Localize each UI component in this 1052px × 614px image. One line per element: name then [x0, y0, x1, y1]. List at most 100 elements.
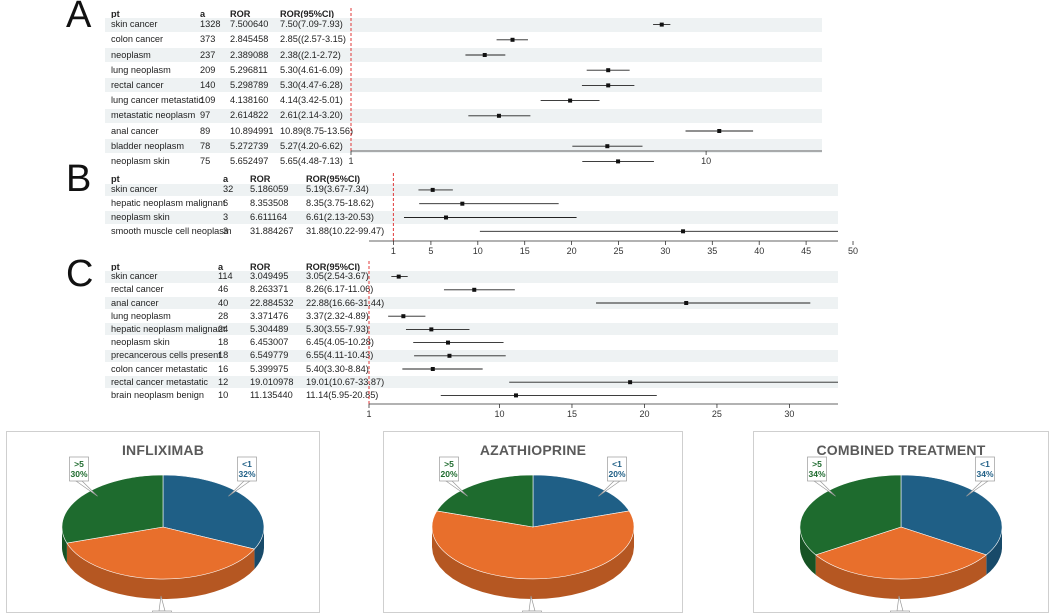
- pie-title-azathioprine: AZATHIOPRINE: [479, 442, 587, 458]
- pie-slice-1: [431, 510, 635, 580]
- slice-value-label: 30%: [70, 469, 87, 479]
- table-cell-pt: rectal cancer metastatic: [111, 376, 209, 387]
- ror-point: [447, 353, 452, 358]
- x-tick-label: 45: [801, 246, 811, 256]
- ror-point: [496, 113, 501, 118]
- table-cell-pt: skin cancer: [111, 271, 158, 282]
- x-tick-label: 10: [494, 409, 504, 419]
- pie-side-2: [800, 527, 816, 575]
- x-tick-label: 30: [784, 409, 794, 419]
- table-cell-pt: colon cancer: [111, 34, 164, 45]
- table-cell-ror: 6.549779: [250, 350, 289, 361]
- row-stripe: [105, 139, 822, 154]
- ror-point: [684, 301, 689, 305]
- ror-point: [401, 314, 406, 319]
- callout-box: [439, 456, 459, 482]
- table-cell-a: 89: [200, 125, 211, 136]
- row-stripe: [105, 78, 822, 93]
- x-tick-label: 1: [391, 246, 396, 256]
- slice-label: >5: [444, 459, 454, 469]
- table-cell-pt: brain neoplasm benign: [111, 389, 204, 400]
- table-cell-a: 18: [218, 337, 229, 348]
- header-pt: pt: [111, 9, 120, 19]
- ror-point: [514, 393, 519, 398]
- pie-side-1: [66, 543, 255, 599]
- table-cell-pt: hepatic neoplasm malignant: [111, 198, 226, 209]
- pie-side-0: [254, 527, 264, 570]
- table-cell-pt: anal cancer: [111, 297, 159, 308]
- pie-slice-0: [532, 474, 630, 528]
- table-cell-ci: 6.61(2.13-20.53): [306, 212, 374, 222]
- table-cell-pt: neoplasm skin: [111, 337, 170, 348]
- table-cell-pt: skin cancer: [111, 19, 158, 30]
- table-cell-pt: neoplasm skin: [111, 155, 170, 166]
- slice-value-label: 20%: [440, 469, 457, 479]
- table-cell-a: 237: [200, 49, 216, 60]
- panel-letter-b: B: [66, 158, 92, 200]
- table-cell-ci: 2.85((2.57-3.15): [280, 34, 346, 45]
- table-cell-ror: 19.010978: [250, 376, 294, 387]
- row-stripe: [105, 17, 822, 32]
- table-cell-ror: 3.049495: [250, 271, 289, 282]
- table-cell-ci: 6.45(4.05-10.28): [306, 337, 374, 348]
- table-cell-ror: 5.272739: [230, 140, 269, 151]
- x-tick-label: 5: [428, 246, 433, 256]
- header-a: a: [218, 262, 224, 272]
- table-cell-a: 40: [218, 297, 229, 308]
- table-cell-a: 10: [218, 389, 229, 400]
- pie-slice-1: [66, 526, 255, 580]
- table-cell-a: 97: [200, 110, 211, 121]
- table-cell-ci: 5.30(4.47-6.28): [280, 79, 343, 90]
- header-pt: pt: [111, 174, 120, 184]
- header-ci: ROR(95%CI): [306, 262, 361, 272]
- table-cell-ror: 5.296811: [230, 64, 268, 75]
- table-cell-a: 373: [200, 34, 216, 45]
- table-cell-a: 3: [223, 225, 229, 236]
- pie-chart-infliximab: <132%1~538%>530%: [61, 456, 265, 612]
- table-cell-pt: smooth muscle cell neoplasm: [111, 225, 232, 236]
- table-cell-pt: hepatic neoplasm malignant: [111, 323, 226, 334]
- table-cell-a: 109: [200, 95, 216, 106]
- table-cell-ci: 19.01(10.67-33.87): [306, 376, 385, 387]
- ror-point: [429, 327, 434, 332]
- x-tick-label: 35: [707, 246, 717, 256]
- slice-value-label: 32%: [238, 469, 255, 479]
- table-cell-pt: precancerous cells present: [111, 350, 221, 361]
- callout-box: [975, 456, 995, 482]
- x-tick-label: 1: [366, 409, 371, 419]
- pie-slice-0: [162, 474, 265, 550]
- row-stripe: [105, 108, 822, 123]
- ror-point: [659, 22, 664, 27]
- table-cell-pt: metastatic neoplasm: [111, 110, 196, 121]
- callout-box: [69, 456, 89, 482]
- pie-slice-2: [799, 474, 902, 556]
- header-ror: ROR: [250, 174, 271, 184]
- callout-box: [890, 610, 910, 612]
- table-cell-ci: 4.14(3.42-5.01): [280, 95, 343, 106]
- x-tick-label: 20: [639, 409, 649, 419]
- row-stripe: [105, 376, 838, 389]
- x-tick-label: 25: [712, 409, 722, 419]
- ror-point: [430, 187, 435, 192]
- table-cell-ror: 31.884267: [250, 225, 294, 236]
- ror-point: [568, 98, 573, 103]
- pie-side-1: [432, 527, 634, 599]
- slice-value-label: 34%: [976, 469, 993, 479]
- table-cell-ror: 10.894991: [230, 125, 274, 136]
- table-cell-ci: 5.40(3.30-8.84): [306, 363, 369, 374]
- row-stripe: [105, 47, 822, 63]
- slice-label: >5: [74, 459, 84, 469]
- table-cell-ci: 22.88(16.66-31.44): [306, 297, 385, 308]
- pie-slice-0: [900, 474, 1003, 556]
- slice-value-label: 20%: [608, 469, 625, 479]
- header-a: a: [223, 174, 229, 184]
- table-cell-ror: 8.353508: [250, 198, 289, 209]
- header-pt: pt: [111, 262, 120, 272]
- table-cell-pt: rectal cancer: [111, 284, 164, 295]
- ror-point: [430, 367, 435, 371]
- pie-slice-1: [815, 526, 987, 580]
- pie-slice-2: [61, 474, 164, 544]
- table-cell-ror: 4.138160: [230, 95, 269, 106]
- ror-point: [628, 380, 633, 385]
- table-cell-a: 3: [223, 212, 229, 222]
